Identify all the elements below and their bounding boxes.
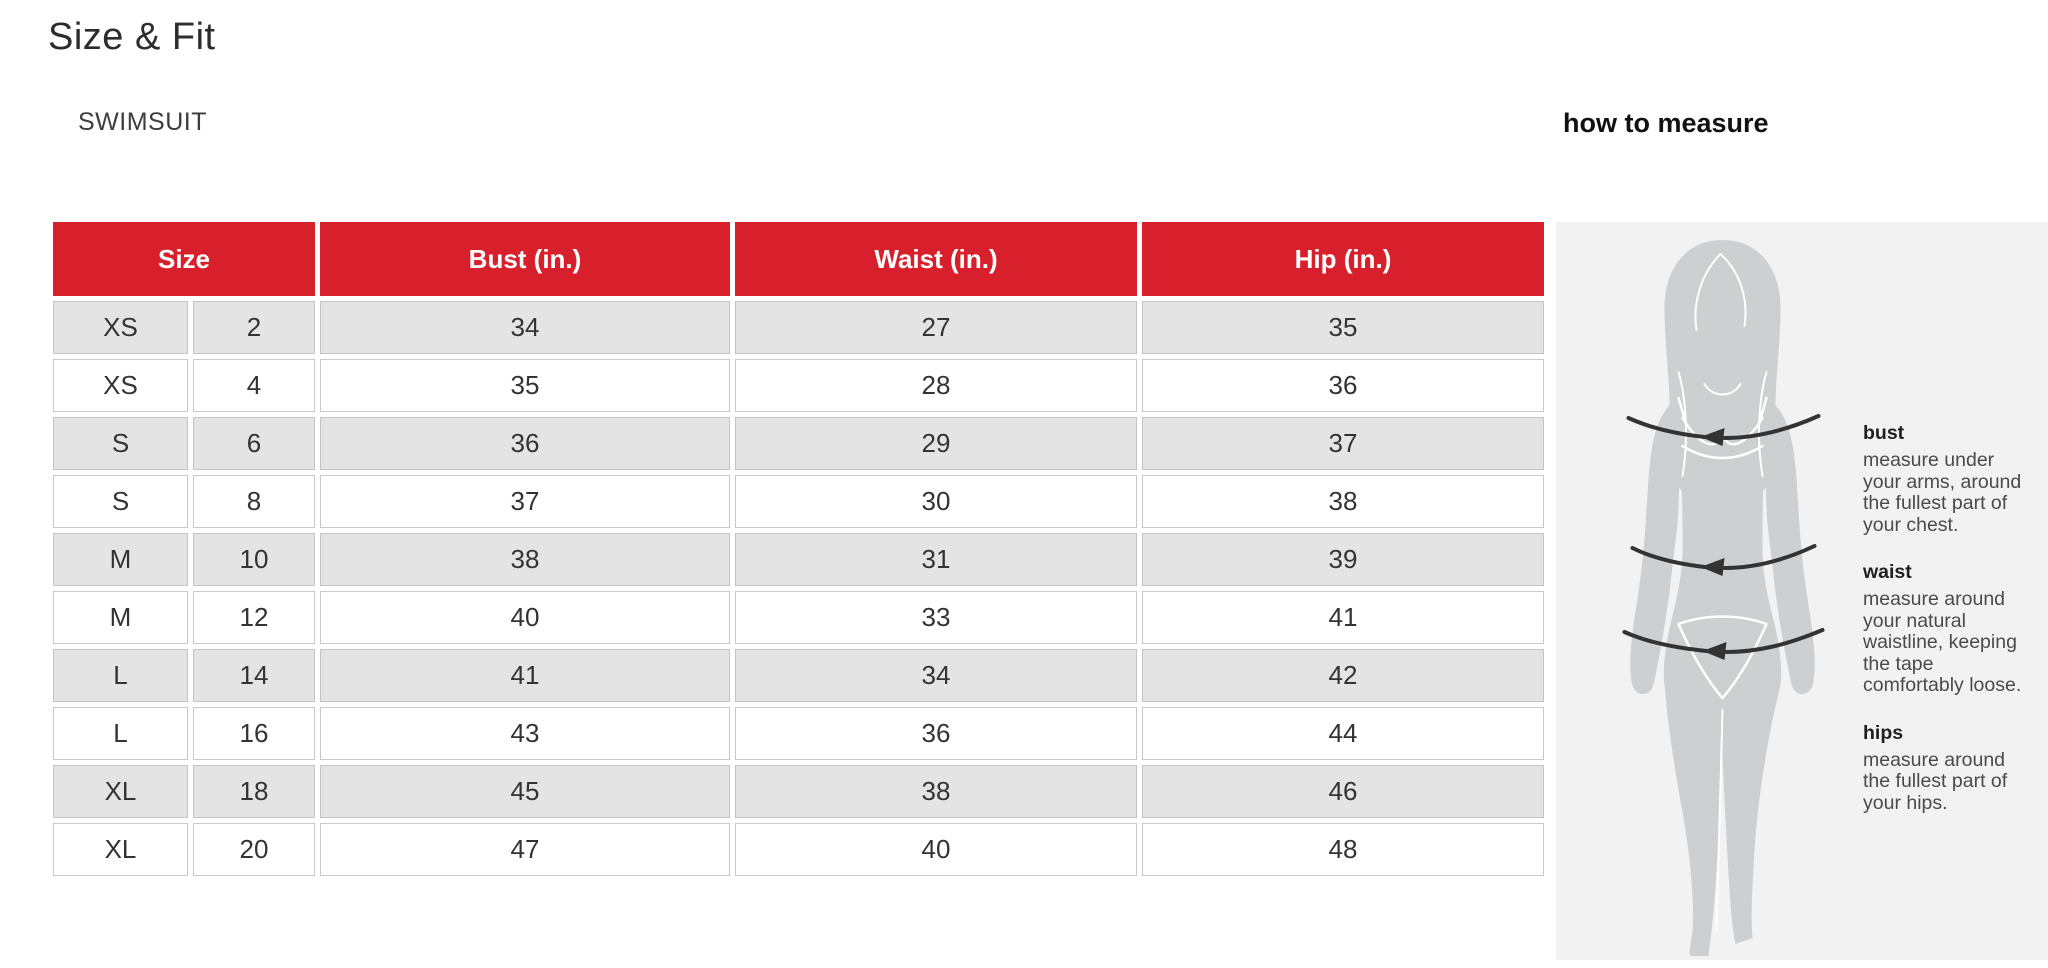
column-header-hip: Hip (in.) xyxy=(1142,222,1544,296)
size-letter-cell: M xyxy=(53,591,188,644)
waist-cell: 30 xyxy=(735,475,1137,528)
size-chart-row: L 16 43 36 44 xyxy=(53,707,1544,760)
measure-instruction-text: measure around the fullest part of your … xyxy=(1863,748,2008,814)
size-letter-cell: XS xyxy=(53,359,188,412)
size-letter-cell: M xyxy=(53,533,188,586)
size-number-cell: 6 xyxy=(193,417,315,470)
size-number-cell: 4 xyxy=(193,359,315,412)
waist-cell: 34 xyxy=(735,649,1137,702)
bust-cell: 35 xyxy=(320,359,730,412)
measure-instructions: bust measure under your arms, around the… xyxy=(1863,422,2035,839)
size-chart-table: Size Bust (in.) Waist (in.) Hip (in.) XS… xyxy=(48,217,1549,881)
size-chart-row: XL 20 47 40 48 xyxy=(53,823,1544,876)
bust-cell: 45 xyxy=(320,765,730,818)
waist-cell: 29 xyxy=(735,417,1137,470)
column-header-size: Size xyxy=(53,222,315,296)
hip-cell: 37 xyxy=(1142,417,1544,470)
size-letter-cell: S xyxy=(53,417,188,470)
measure-instruction: waist measure around your natural waistl… xyxy=(1863,561,2035,697)
bust-cell: 40 xyxy=(320,591,730,644)
measure-instruction-label: bust xyxy=(1863,422,1905,444)
bust-cell: 41 xyxy=(320,649,730,702)
bust-cell: 38 xyxy=(320,533,730,586)
bust-cell: 47 xyxy=(320,823,730,876)
column-header-bust: Bust (in.) xyxy=(320,222,730,296)
size-chart-header: Size Bust (in.) Waist (in.) Hip (in.) xyxy=(53,222,1544,296)
bust-cell: 36 xyxy=(320,417,730,470)
measure-instruction: bust measure under your arms, around the… xyxy=(1863,422,2035,536)
hip-cell: 41 xyxy=(1142,591,1544,644)
measure-instruction: hips measure around the fullest part of … xyxy=(1863,722,2035,815)
size-chart-row: M 10 38 31 39 xyxy=(53,533,1544,586)
page-title: Size & Fit xyxy=(48,16,216,58)
size-letter-cell: S xyxy=(53,475,188,528)
size-letter-cell: L xyxy=(53,707,188,760)
column-header-waist: Waist (in.) xyxy=(735,222,1137,296)
size-number-cell: 8 xyxy=(193,475,315,528)
bust-cell: 37 xyxy=(320,475,730,528)
size-number-cell: 10 xyxy=(193,533,315,586)
size-number-cell: 2 xyxy=(193,301,315,354)
size-chart-row: XL 18 45 38 46 xyxy=(53,765,1544,818)
waist-cell: 33 xyxy=(735,591,1137,644)
hip-cell: 35 xyxy=(1142,301,1544,354)
size-chart-row: XS 2 34 27 35 xyxy=(53,301,1544,354)
waist-cell: 36 xyxy=(735,707,1137,760)
waist-cell: 40 xyxy=(735,823,1137,876)
hips-measure-arrow xyxy=(1622,628,1825,660)
waist-cell: 27 xyxy=(735,301,1137,354)
body-silhouette-illustration xyxy=(1622,240,1825,956)
hip-cell: 38 xyxy=(1142,475,1544,528)
size-letter-cell: XL xyxy=(53,823,188,876)
waist-cell: 38 xyxy=(735,765,1137,818)
measure-instruction-label: waist xyxy=(1863,561,1912,583)
size-letter-cell: XS xyxy=(53,301,188,354)
measure-instruction-text: measure under your arms, around the full… xyxy=(1863,449,2022,536)
hip-cell: 44 xyxy=(1142,707,1544,760)
waist-cell: 28 xyxy=(735,359,1137,412)
size-number-cell: 18 xyxy=(193,765,315,818)
size-number-cell: 14 xyxy=(193,649,315,702)
hip-cell: 42 xyxy=(1142,649,1544,702)
size-number-cell: 20 xyxy=(193,823,315,876)
bust-measure-arrow xyxy=(1626,414,1821,446)
bust-cell: 43 xyxy=(320,707,730,760)
size-number-cell: 12 xyxy=(193,591,315,644)
measure-instruction-label: hips xyxy=(1863,721,1904,744)
bust-cell: 34 xyxy=(320,301,730,354)
size-chart-row: M 12 40 33 41 xyxy=(53,591,1544,644)
waist-cell: 31 xyxy=(735,533,1137,586)
size-letter-cell: L xyxy=(53,649,188,702)
size-chart-row: XS 4 35 28 36 xyxy=(53,359,1544,412)
hip-cell: 39 xyxy=(1142,533,1544,586)
waist-measure-arrow xyxy=(1630,544,1817,576)
category-label: SWIMSUIT xyxy=(78,108,207,136)
hip-cell: 36 xyxy=(1142,359,1544,412)
size-chart-row: L 14 41 34 42 xyxy=(53,649,1544,702)
how-to-measure-heading: how to measure xyxy=(1563,108,1769,138)
how-to-measure-panel: bust measure under your arms, around the… xyxy=(1556,222,2048,960)
size-letter-cell: XL xyxy=(53,765,188,818)
hip-cell: 48 xyxy=(1142,823,1544,876)
measure-instruction-text: measure around your natural waistline, k… xyxy=(1863,588,2022,696)
hip-cell: 46 xyxy=(1142,765,1544,818)
size-chart-row: S 6 36 29 37 xyxy=(53,417,1544,470)
size-chart-row: S 8 37 30 38 xyxy=(53,475,1544,528)
size-number-cell: 16 xyxy=(193,707,315,760)
